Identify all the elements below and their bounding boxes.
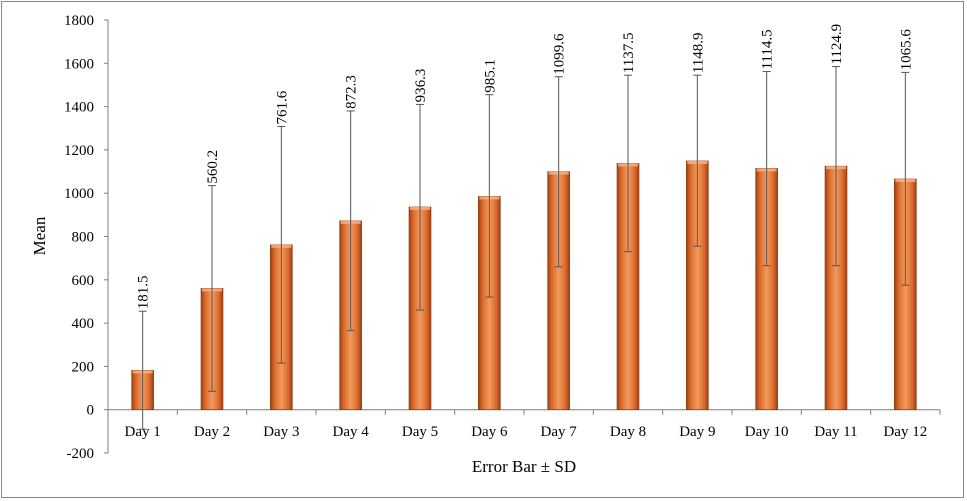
x-tick-label: Day 6 (471, 424, 508, 440)
data-label: 1065.6 (898, 29, 914, 71)
x-tick-label: Day 1 (125, 424, 161, 440)
data-label: 761.6 (274, 90, 290, 124)
y-tick-label: 1400 (64, 100, 94, 116)
x-tick-label: Day 5 (402, 424, 438, 440)
data-label: 872.3 (344, 75, 360, 109)
error-bars-group (138, 66, 910, 430)
x-tick-label: Day 9 (679, 424, 715, 440)
y-tick-label: 600 (72, 273, 95, 289)
bars-group (131, 160, 917, 411)
y-tick-label: 1800 (64, 13, 94, 29)
y-tick-label: 1600 (64, 56, 94, 72)
data-label: 1124.9 (829, 24, 845, 65)
data-label: 1099.6 (552, 33, 568, 75)
data-label: 985.1 (482, 59, 498, 93)
x-tick-label: Day 2 (194, 424, 230, 440)
data-label: 1137.5 (621, 33, 637, 74)
data-label: 1148.9 (690, 33, 706, 74)
data-label: 560.2 (205, 150, 221, 184)
data-label: 181.5 (136, 275, 152, 309)
y-tick-label: 200 (72, 359, 95, 375)
data-labels-group: 181.5 560.2 761.6 872.3 936.3 985.1 1099.6 1137… (136, 24, 915, 309)
y-tick-label: 400 (72, 316, 95, 332)
x-tick-label: Day 10 (745, 424, 789, 440)
x-tick-label: Day 3 (263, 424, 299, 440)
axes: -200 0 200 400 600 800 1000 1200 1400 1600 1800 Day… (64, 13, 941, 462)
y-tick-label: 1000 (64, 186, 94, 202)
y-tick-label: 1200 (64, 143, 94, 159)
x-axis-title: Error Bar ± SD (472, 457, 576, 476)
y-tick-label: 800 (72, 230, 95, 246)
x-tick-label: Day 4 (333, 424, 370, 440)
x-tick-label: Day 12 (883, 424, 927, 440)
y-tick-label: 0 (87, 403, 95, 419)
y-tick-label: -200 (67, 446, 95, 462)
x-tick-label: Day 7 (541, 424, 578, 440)
x-tick-label: Day 8 (610, 424, 646, 440)
y-axis-title: Mean (30, 216, 49, 255)
data-label: 1114.5 (760, 29, 776, 69)
x-tick-label: Day 11 (814, 424, 857, 440)
data-label: 936.3 (413, 69, 429, 103)
